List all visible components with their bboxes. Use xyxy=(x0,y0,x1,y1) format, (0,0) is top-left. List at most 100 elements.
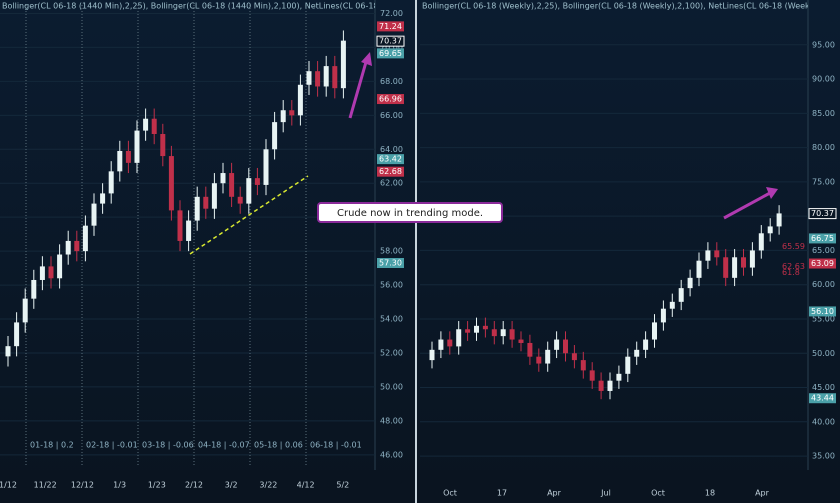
candle-body xyxy=(340,40,346,89)
candle-body xyxy=(272,122,278,150)
candle-body xyxy=(705,250,711,261)
price-label-box xyxy=(377,94,404,105)
candle-body xyxy=(237,196,243,204)
price-label: 43.44 xyxy=(811,394,834,403)
y-tick-label: 75.00 xyxy=(812,177,835,186)
price-label-box xyxy=(377,258,404,269)
price-label: 56.10 xyxy=(811,307,834,316)
y-tick-label: 66.00 xyxy=(380,111,403,120)
candle-body xyxy=(151,118,157,135)
x-tick-label: 3/22 xyxy=(259,481,277,490)
candle-body xyxy=(474,325,479,333)
candle-body xyxy=(263,149,269,185)
y-tick-label: 68.00 xyxy=(380,77,403,86)
candle-body xyxy=(246,178,252,204)
price-label-box xyxy=(809,258,836,269)
candle-body xyxy=(509,329,515,340)
trend-line xyxy=(189,175,309,255)
candle-body xyxy=(669,301,675,309)
candle-body xyxy=(297,84,303,116)
candle-body xyxy=(211,183,217,209)
y-tick-label: 64.00 xyxy=(380,145,403,154)
period-label: 01-18 | 0.2 xyxy=(30,441,74,450)
price-label-box xyxy=(809,393,836,404)
candle-body xyxy=(254,178,260,185)
x-tick-label: 2/12 xyxy=(185,481,203,490)
price-label-box xyxy=(377,48,404,59)
x-tick-label: 18 xyxy=(705,489,715,498)
period-label: 04-18 | -0.07 xyxy=(198,441,250,450)
candle-body xyxy=(134,130,140,163)
arrow xyxy=(348,61,368,119)
y-tick-label: 80.00 xyxy=(812,143,835,152)
candle-body xyxy=(563,339,568,354)
arrow xyxy=(723,191,771,220)
price-label: 70.37 xyxy=(379,37,402,46)
y-tick-label: 65.00 xyxy=(812,246,835,255)
candle-body xyxy=(758,233,764,251)
y-tick-label: 62.00 xyxy=(380,179,403,188)
candle-body xyxy=(536,356,542,364)
y-tick-label: 40.00 xyxy=(812,417,835,426)
price-label-box xyxy=(809,233,836,244)
level-label: 62.63 xyxy=(782,262,805,271)
candle-body xyxy=(518,339,524,343)
candle-body xyxy=(598,380,604,391)
candle-body xyxy=(280,110,286,123)
candle-body xyxy=(580,360,586,371)
candle-body xyxy=(714,250,720,258)
candle-body xyxy=(660,308,666,323)
price-label-box xyxy=(809,306,836,317)
candle-body xyxy=(306,71,312,85)
y-tick-label: 54.00 xyxy=(380,315,403,324)
y-tick-label: 55.00 xyxy=(812,314,835,323)
price-label-box xyxy=(377,166,404,177)
candle-body xyxy=(696,260,702,278)
candle-body xyxy=(491,329,497,337)
left-plot: 01-18 | 0.2 02-18 | -0.01 03-18 | -0.06 04-… xyxy=(0,2,375,465)
price-label: 71.24 xyxy=(379,22,402,31)
y-tick-label: 90.00 xyxy=(812,75,835,84)
candle-body xyxy=(749,250,755,268)
candle-body xyxy=(74,240,80,252)
x-tick-label: 1/23 xyxy=(148,481,166,490)
candle-body xyxy=(732,257,738,278)
price-label-box xyxy=(377,21,404,32)
period-label: 03-18 | -0.06 xyxy=(142,441,194,450)
candle-body xyxy=(31,279,37,299)
y-tick-label: 48.00 xyxy=(380,416,403,425)
arrow-head xyxy=(766,187,778,199)
panel-title: Bollinger(CL 06-18 (Weekly),2,25), Bolli… xyxy=(422,2,840,11)
candle-body xyxy=(229,173,235,197)
y-tick-label: 60.00 xyxy=(812,280,835,289)
candle-body xyxy=(82,225,88,252)
candle-body xyxy=(220,173,226,184)
x-tick-label: Oct xyxy=(651,489,665,498)
y-tick-label: 35.00 xyxy=(812,452,835,461)
price-label: 66.75 xyxy=(811,234,834,243)
price-label-box xyxy=(377,154,404,165)
candle-body xyxy=(741,257,746,268)
candle-body xyxy=(323,66,329,87)
candle-body xyxy=(438,339,444,350)
candle-body xyxy=(108,171,114,194)
candle-body xyxy=(482,325,488,330)
candle-body xyxy=(177,210,183,241)
x-tick-label: 11/22 xyxy=(34,481,57,490)
candle-body xyxy=(57,254,63,279)
y-tick-label: 50.00 xyxy=(380,382,403,391)
y-tick-label: 58.00 xyxy=(380,247,403,256)
candle-body xyxy=(117,150,123,172)
candle-body xyxy=(125,150,131,163)
x-tick-label: Apr xyxy=(547,489,562,498)
x-tick-label: 3/2 xyxy=(225,481,238,490)
candle-body xyxy=(315,71,321,87)
candle-body xyxy=(634,349,640,357)
x-tick-label: 4/12 xyxy=(297,481,315,490)
candle-body xyxy=(652,322,657,340)
candle-body xyxy=(447,339,453,347)
candle-body xyxy=(100,193,106,204)
x-tick-label: 17 xyxy=(497,489,507,498)
candle-body xyxy=(527,342,533,357)
